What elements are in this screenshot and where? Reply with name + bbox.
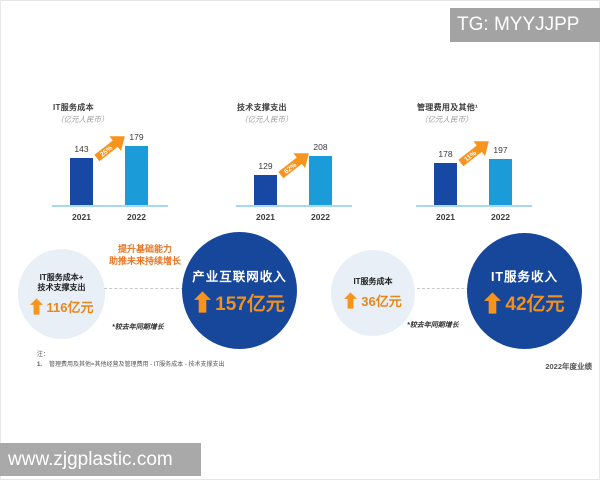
x-axis [236, 205, 352, 207]
chart-subtitle: （亿元人民币） [420, 115, 473, 124]
bar-2021 [70, 157, 93, 205]
x-axis-labels: 2021 2022 [414, 212, 534, 224]
chart-plot-area: 143 179 25% [50, 132, 170, 207]
up-arrow-icon [344, 291, 358, 309]
growth-arrow-icon: 25% [94, 136, 125, 162]
revenue-value-row: 42亿元 [484, 289, 565, 316]
notes-block: 注： 1. 管理费用及其他=其他经营及管理费用 - IT服务成本 - 技术支撑支出 [37, 349, 225, 368]
note-label: 注： [37, 352, 50, 358]
revenue-circle-it-service: IT服务收入 42亿元 [467, 233, 582, 349]
growth-annotation-line2: 助推未来持续增长 [108, 256, 181, 267]
watermark-badge: www.zjgplastic.com [0, 443, 201, 476]
growth-arrow-icon: 11% [458, 141, 489, 167]
x-axis-labels: 2021 2022 [50, 212, 170, 224]
tg-badge: TG: MYYJJPP [450, 8, 600, 42]
bar-value-2021: 129 [258, 160, 273, 171]
page-label: 2022年度业绩 [545, 362, 592, 371]
chart-plot-area: 178 197 11% [414, 132, 534, 207]
bar-value-2022: 179 [129, 131, 144, 142]
bar-2022 [489, 158, 512, 205]
note-item: 1. 管理费用及其他=其他经营及管理费用 - IT服务成本 - 技术支撑支出 [37, 359, 225, 368]
year-label-2022: 2022 [311, 212, 330, 222]
revenue-value-row: 157亿元 [194, 289, 285, 316]
bar-value-2021: 178 [438, 149, 453, 160]
up-arrow-icon [29, 297, 43, 315]
year-label-2022: 2022 [491, 212, 510, 222]
yoy-footnote-right: *较去年同期增长 [407, 322, 459, 329]
chart-title: 技术支撑支出 [237, 103, 287, 112]
bar-2021 [434, 163, 457, 205]
bar-2022 [125, 145, 148, 205]
chart-tech-support-expense: 技术支撑支出 （亿元人民币） 129 208 62% 2021 2022 [234, 102, 358, 224]
revenue-circle-industry-internet: 产业互联网收入 157亿元 [182, 232, 297, 349]
cost-circle-right: IT服务成本 36亿元 [331, 250, 415, 336]
revenue-circle-title: 产业互联网收入 [192, 269, 287, 284]
growth-annotation: 提升基础能力 助推未来持续增长 [99, 243, 191, 267]
chart-plot-area: 129 208 62% [234, 132, 354, 207]
up-arrow-icon [484, 291, 502, 314]
bar-2021 [254, 174, 277, 205]
chart-title: 管理费用及其他¹ [417, 103, 479, 112]
cost-value: 36亿元 [361, 293, 402, 309]
up-arrow-icon [194, 291, 212, 313]
year-label-2021: 2021 [72, 212, 91, 222]
revenue-value: 42亿元 [505, 294, 565, 315]
x-axis [416, 205, 532, 207]
bar-2022 [309, 156, 332, 205]
note-item-number: 1. [37, 362, 43, 368]
cost-circle-left: IT服务成本+ 技术支撑支出 116亿元 [18, 249, 105, 339]
bar-value-2022: 197 [493, 144, 508, 155]
year-label-2021: 2021 [256, 212, 275, 222]
revenue-circle-title: IT服务收入 [490, 270, 559, 284]
cost-value-row: 116亿元 [29, 297, 94, 316]
tg-badge-label: TG: MYYJJPP [457, 14, 580, 35]
note-item-text: 管理费用及其他=其他经营及管理费用 - IT服务成本 - 技术支撑支出 [49, 362, 225, 368]
cost-value: 116亿元 [46, 299, 94, 315]
cost-circle-right-line1: IT服务成本 [353, 276, 393, 286]
cost-circle-left-line1: IT服务成本+ [39, 272, 84, 282]
chart-title: IT服务成本 [53, 103, 94, 112]
revenue-value: 157亿元 [215, 293, 285, 315]
x-axis [52, 205, 168, 207]
chart-admin-expense: 管理费用及其他¹ （亿元人民币） 178 197 11% 2021 2022 [414, 102, 538, 224]
yoy-footnote-left: *较去年同期增长 [112, 324, 164, 331]
x-axis-labels: 2021 2022 [234, 212, 354, 224]
cost-value-row: 36亿元 [344, 291, 402, 310]
year-label-2022: 2022 [127, 212, 146, 222]
bar-value-2021: 143 [74, 143, 89, 154]
year-label-2021: 2021 [436, 212, 455, 222]
growth-annotation-line1: 提升基础能力 [117, 244, 172, 254]
cost-circle-left-line2: 技术支撑支出 [37, 282, 86, 292]
bar-value-2022: 208 [313, 142, 328, 153]
growth-arrow-icon: 62% [278, 152, 309, 178]
connector-dashed-line [417, 288, 479, 289]
chart-subtitle: （亿元人民币） [56, 115, 109, 124]
chart-it-service-cost: IT服务成本 （亿元人民币） 143 179 25% 2021 2022 [50, 102, 174, 224]
chart-subtitle: （亿元人民币） [240, 115, 293, 124]
connector-dashed-line [104, 288, 184, 289]
watermark-label: www.zjgplastic.com [8, 448, 173, 470]
